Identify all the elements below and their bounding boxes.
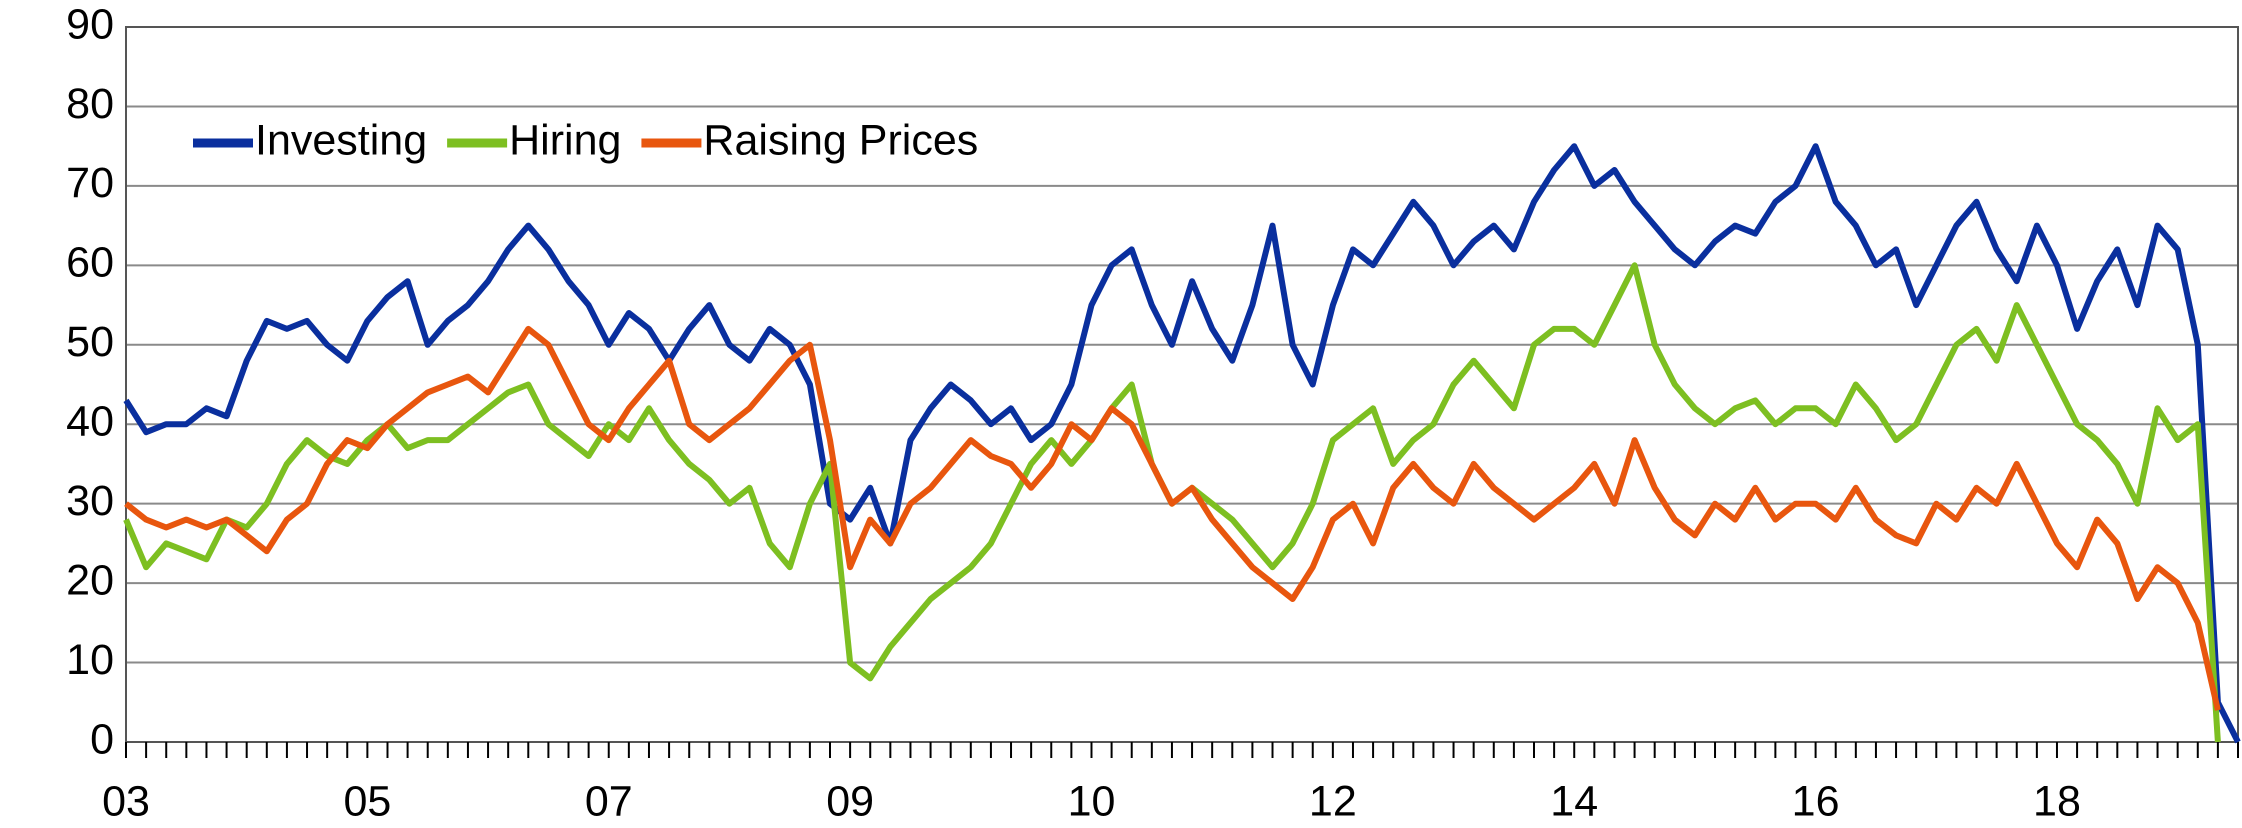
x-tick-label: 09 bbox=[826, 777, 874, 825]
y-tick-label: 90 bbox=[66, 0, 114, 48]
x-tick-label: 03 bbox=[102, 777, 150, 825]
y-tick-label: 0 bbox=[90, 715, 114, 763]
x-tick-label: 12 bbox=[1309, 777, 1357, 825]
x-tick-label: 05 bbox=[343, 777, 391, 825]
y-tick-label: 10 bbox=[66, 636, 114, 684]
x-tick-label: 14 bbox=[1550, 777, 1598, 825]
x-tick-label: 18 bbox=[2033, 777, 2081, 825]
y-tick-label: 80 bbox=[66, 80, 114, 128]
y-tick-label: 20 bbox=[66, 556, 114, 604]
y-tick-label: 50 bbox=[66, 318, 114, 366]
y-tick-label: 70 bbox=[66, 159, 114, 207]
series-line bbox=[123, 143, 2241, 744]
y-tick-label: 40 bbox=[66, 398, 114, 446]
x-tick-label: 10 bbox=[1068, 777, 1116, 825]
legend-label: Investing bbox=[255, 116, 427, 164]
y-tick-label: 30 bbox=[66, 477, 114, 525]
plot-frame bbox=[125, 26, 2239, 743]
series-line bbox=[124, 325, 2221, 711]
y-tick-label: 60 bbox=[66, 239, 114, 287]
x-tick-label: 07 bbox=[585, 777, 633, 825]
legend-label: Hiring bbox=[509, 116, 621, 164]
x-tick-label: 16 bbox=[1792, 777, 1840, 825]
legend-label: Raising Prices bbox=[703, 116, 978, 164]
